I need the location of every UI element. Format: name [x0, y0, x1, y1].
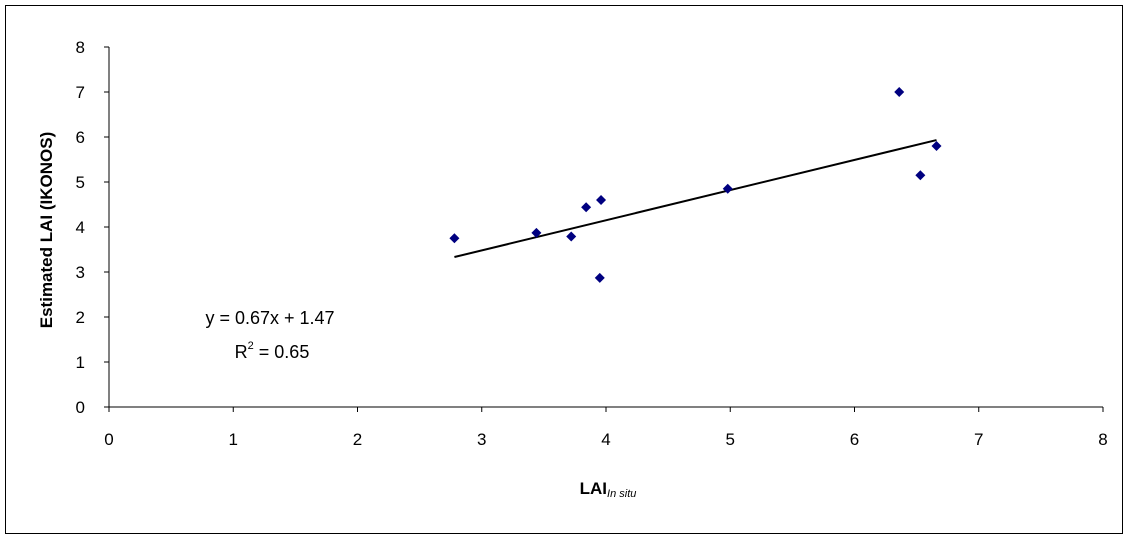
r-squared-label: R2 = 0.65 [235, 340, 310, 362]
x-axis-title-main: LAI [580, 479, 607, 498]
axes [104, 46, 1104, 412]
x-axis-title: LAIIn situ [580, 479, 637, 500]
chart-frame [5, 5, 1123, 534]
data-point [531, 227, 542, 238]
r-squared-exponent: 2 [248, 340, 254, 352]
y-tick-label: 2 [76, 308, 85, 327]
data-points [449, 87, 942, 283]
data-point [581, 202, 592, 213]
data-point [894, 87, 905, 97]
y-tick-label: 1 [76, 353, 85, 372]
x-tick-label: 7 [974, 430, 983, 449]
r-squared-value: = 0.65 [254, 342, 310, 362]
y-tick-label: 8 [76, 38, 85, 57]
x-tick-label: 4 [601, 430, 610, 449]
data-point [915, 170, 926, 181]
regression-equation: y = 0.67x + 1.47 [205, 308, 334, 328]
x-axis-title-subscript: In situ [607, 488, 636, 500]
data-point [596, 195, 607, 205]
x-tick-label: 6 [850, 430, 859, 449]
data-point [594, 272, 605, 283]
y-tick-label: 5 [76, 173, 85, 192]
y-tick-label: 0 [76, 398, 85, 417]
data-point [722, 183, 733, 194]
y-tick-label: 3 [76, 263, 85, 282]
x-tick-label: 0 [104, 430, 113, 449]
y-axis-title: Estimated LAI (IKONOS) [37, 132, 56, 328]
data-point [566, 231, 577, 242]
data-point [449, 233, 460, 244]
tick-labels: 0 1 2 3 4 5 6 7 8 0 1 2 3 4 5 6 7 8 [76, 38, 1108, 449]
trendline [454, 139, 937, 259]
x-tick-label: 3 [477, 430, 486, 449]
r-squared-base: R [235, 342, 248, 362]
x-tick-label: 1 [229, 430, 238, 449]
data-point [931, 141, 942, 151]
x-tick-label: 5 [726, 430, 735, 449]
y-tick-label: 7 [76, 83, 85, 102]
y-tick-label: 4 [76, 218, 85, 237]
y-tick-label: 6 [76, 128, 85, 147]
x-tick-label: 8 [1098, 430, 1107, 449]
x-tick-label: 2 [353, 430, 362, 449]
